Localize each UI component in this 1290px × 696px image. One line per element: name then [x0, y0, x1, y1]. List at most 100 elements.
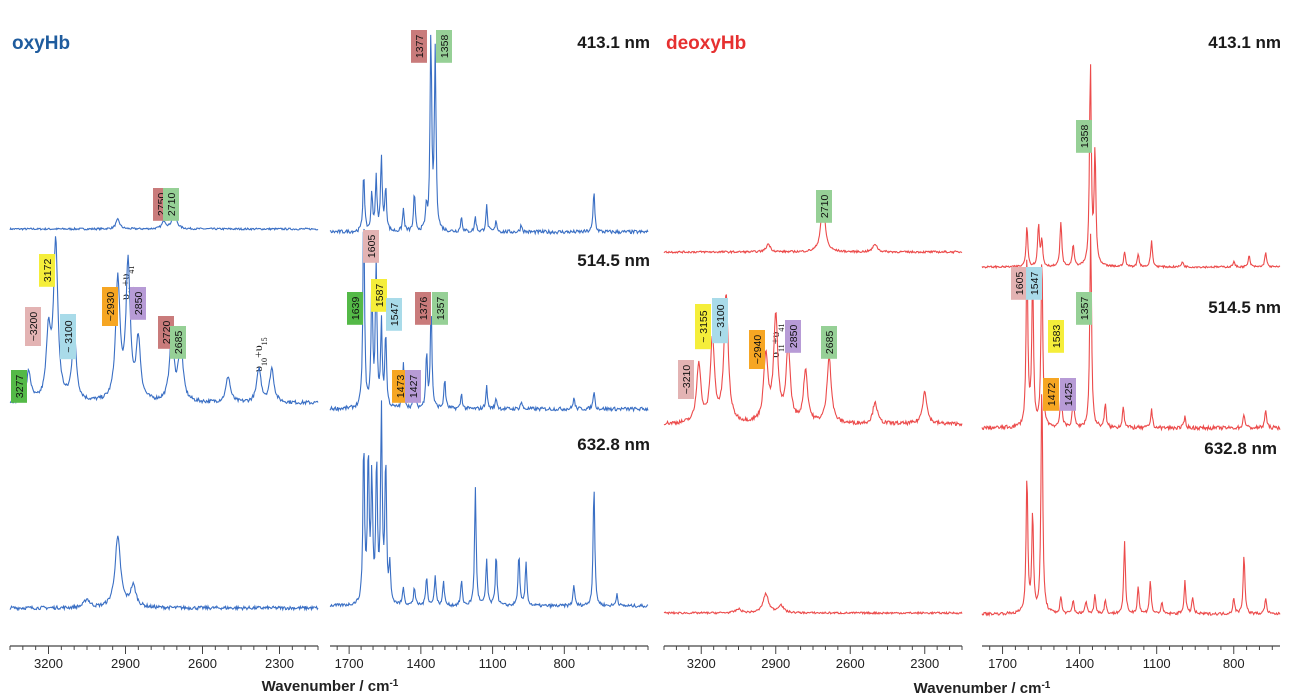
band-label-text: ~ 3100: [63, 320, 75, 353]
deoxy-mode-label-v11-v41: υ11+υ41: [768, 324, 786, 358]
band-label-text: 1358: [439, 35, 451, 59]
band-label-text: 1376: [418, 297, 430, 321]
x-tick-label: 1700: [988, 656, 1017, 671]
band-label-text: 2850: [788, 325, 800, 349]
band-label-3172: 3172: [39, 254, 55, 287]
band-label-3277: 3277: [11, 370, 27, 403]
band-label-box: [695, 304, 711, 350]
band-label-box: [347, 292, 363, 325]
band-label-text: 1357: [435, 297, 447, 321]
x-axis-title-text: Wavenumber / cm: [914, 680, 1042, 696]
band-label-text: 1472: [1046, 383, 1058, 407]
band-label-box: [392, 370, 408, 403]
x-tick-label: 2600: [188, 656, 217, 671]
x-tick-label: 3200: [687, 656, 716, 671]
band-label-box: [1026, 267, 1042, 300]
band-label-1639: 1639: [347, 292, 363, 325]
band-label-box: [1043, 378, 1059, 411]
spectrum-2-5145: [329, 228, 649, 413]
band-label-1605: 1605: [1011, 267, 1027, 300]
band-label-1547: 1547: [1026, 267, 1042, 300]
band-label-box: [785, 320, 801, 353]
band-label-text: ~ 3155: [698, 310, 710, 343]
band-label-text: 1605: [1014, 272, 1026, 296]
deoxyhb-title: deoxyHb: [666, 33, 746, 54]
x-tick-label: 1700: [335, 656, 364, 671]
band-label-box: [816, 190, 832, 223]
band-label-text: 1605: [366, 235, 378, 259]
band-label-box: [1076, 292, 1092, 325]
spectrum-2-6328: [329, 400, 649, 610]
band-label-box: [432, 292, 448, 325]
band-label-1472: 1472: [1043, 378, 1059, 411]
band-label-3210: ~3210: [678, 360, 694, 399]
band-label-box: [1076, 120, 1092, 153]
spectrum-1-5145: [9, 236, 319, 406]
band-label-3200: ~3200: [25, 307, 41, 346]
band-label-2685: 2685: [821, 326, 837, 359]
band-label-1377: 1377: [411, 30, 427, 63]
band-label-text: 2710: [819, 195, 831, 219]
x-tick-label: 3200: [34, 656, 63, 671]
oxy-wavelength-514: 514.5 nm: [577, 251, 650, 270]
band-label-1358: 1358: [436, 30, 452, 63]
band-label-2685: 2685: [170, 326, 186, 359]
deoxy-wavelength-413: 413.1 nm: [1208, 33, 1281, 52]
oxy-mode-label-v10-v15: υ10+υ15: [251, 337, 269, 372]
band-label-text: ~3200: [28, 312, 40, 342]
band-label-box: [749, 330, 765, 369]
spectrum-2-4131: [329, 34, 649, 236]
band-label-box: [405, 370, 421, 403]
band-label-box: [39, 254, 55, 287]
band-label-text: 1583: [1051, 325, 1063, 349]
band-label-1473: 1473: [392, 370, 408, 403]
x-tick-label: 2600: [836, 656, 865, 671]
band-label-box: [25, 307, 41, 346]
band-label-text: 1427: [408, 375, 420, 399]
band-label-3100: ~ 3100: [60, 314, 76, 360]
band-label-text: 1473: [395, 375, 407, 399]
band-label-box: [1048, 320, 1064, 353]
band-label-box: [386, 298, 402, 331]
x-axis-title-unit-exponent: -1: [389, 678, 398, 689]
x-tick-label: 2900: [761, 656, 790, 671]
band-label-2850: 2850: [785, 320, 801, 353]
band-label-1583: 1583: [1048, 320, 1064, 353]
band-label-text: 3172: [42, 259, 54, 283]
spectrum-3-6328: [663, 591, 963, 616]
band-label-3100: ~ 3100: [712, 298, 728, 344]
spectrum-4-4131: [981, 64, 1281, 270]
band-label-1547: 1547: [386, 298, 402, 331]
band-label-2710: 2710: [163, 188, 179, 221]
band-label-2710: 2710: [816, 190, 832, 223]
band-label-box: [411, 30, 427, 63]
band-label-2940: ~2940: [749, 330, 765, 369]
band-label-1376: 1376: [415, 292, 431, 325]
band-label-box: [678, 360, 694, 399]
x-tick-label: 2300: [910, 656, 939, 671]
band-label-text: 2685: [173, 331, 185, 355]
band-label-text: 3277: [14, 375, 26, 399]
spectrum-3-5145: [663, 294, 963, 427]
spectrum-3-4131: [663, 199, 963, 255]
x-tick-label: 2900: [111, 656, 140, 671]
oxy-wavelength-413: 413.1 nm: [577, 33, 650, 52]
band-label-box: [1060, 378, 1076, 411]
band-label-2930: ~2930: [102, 287, 118, 326]
band-label-1587: 1587: [371, 279, 387, 312]
mode-plus: +υ: [768, 332, 782, 345]
x-tick-label: 1100: [479, 656, 507, 671]
mode-plus: +υ: [118, 274, 132, 287]
band-label-text: 1547: [389, 303, 401, 327]
mode-index: 15: [260, 337, 269, 345]
band-label-2850: 2850: [130, 287, 146, 320]
band-label-box: [821, 326, 837, 359]
x-tick-label: 2300: [265, 656, 294, 671]
band-label-box: [11, 370, 27, 403]
band-label-box: [1011, 267, 1027, 300]
band-label-text: 1587: [374, 284, 386, 308]
x-tick-label: 800: [553, 656, 575, 671]
mode-index: 10: [260, 358, 269, 366]
mode-symbol: υ: [768, 352, 782, 358]
